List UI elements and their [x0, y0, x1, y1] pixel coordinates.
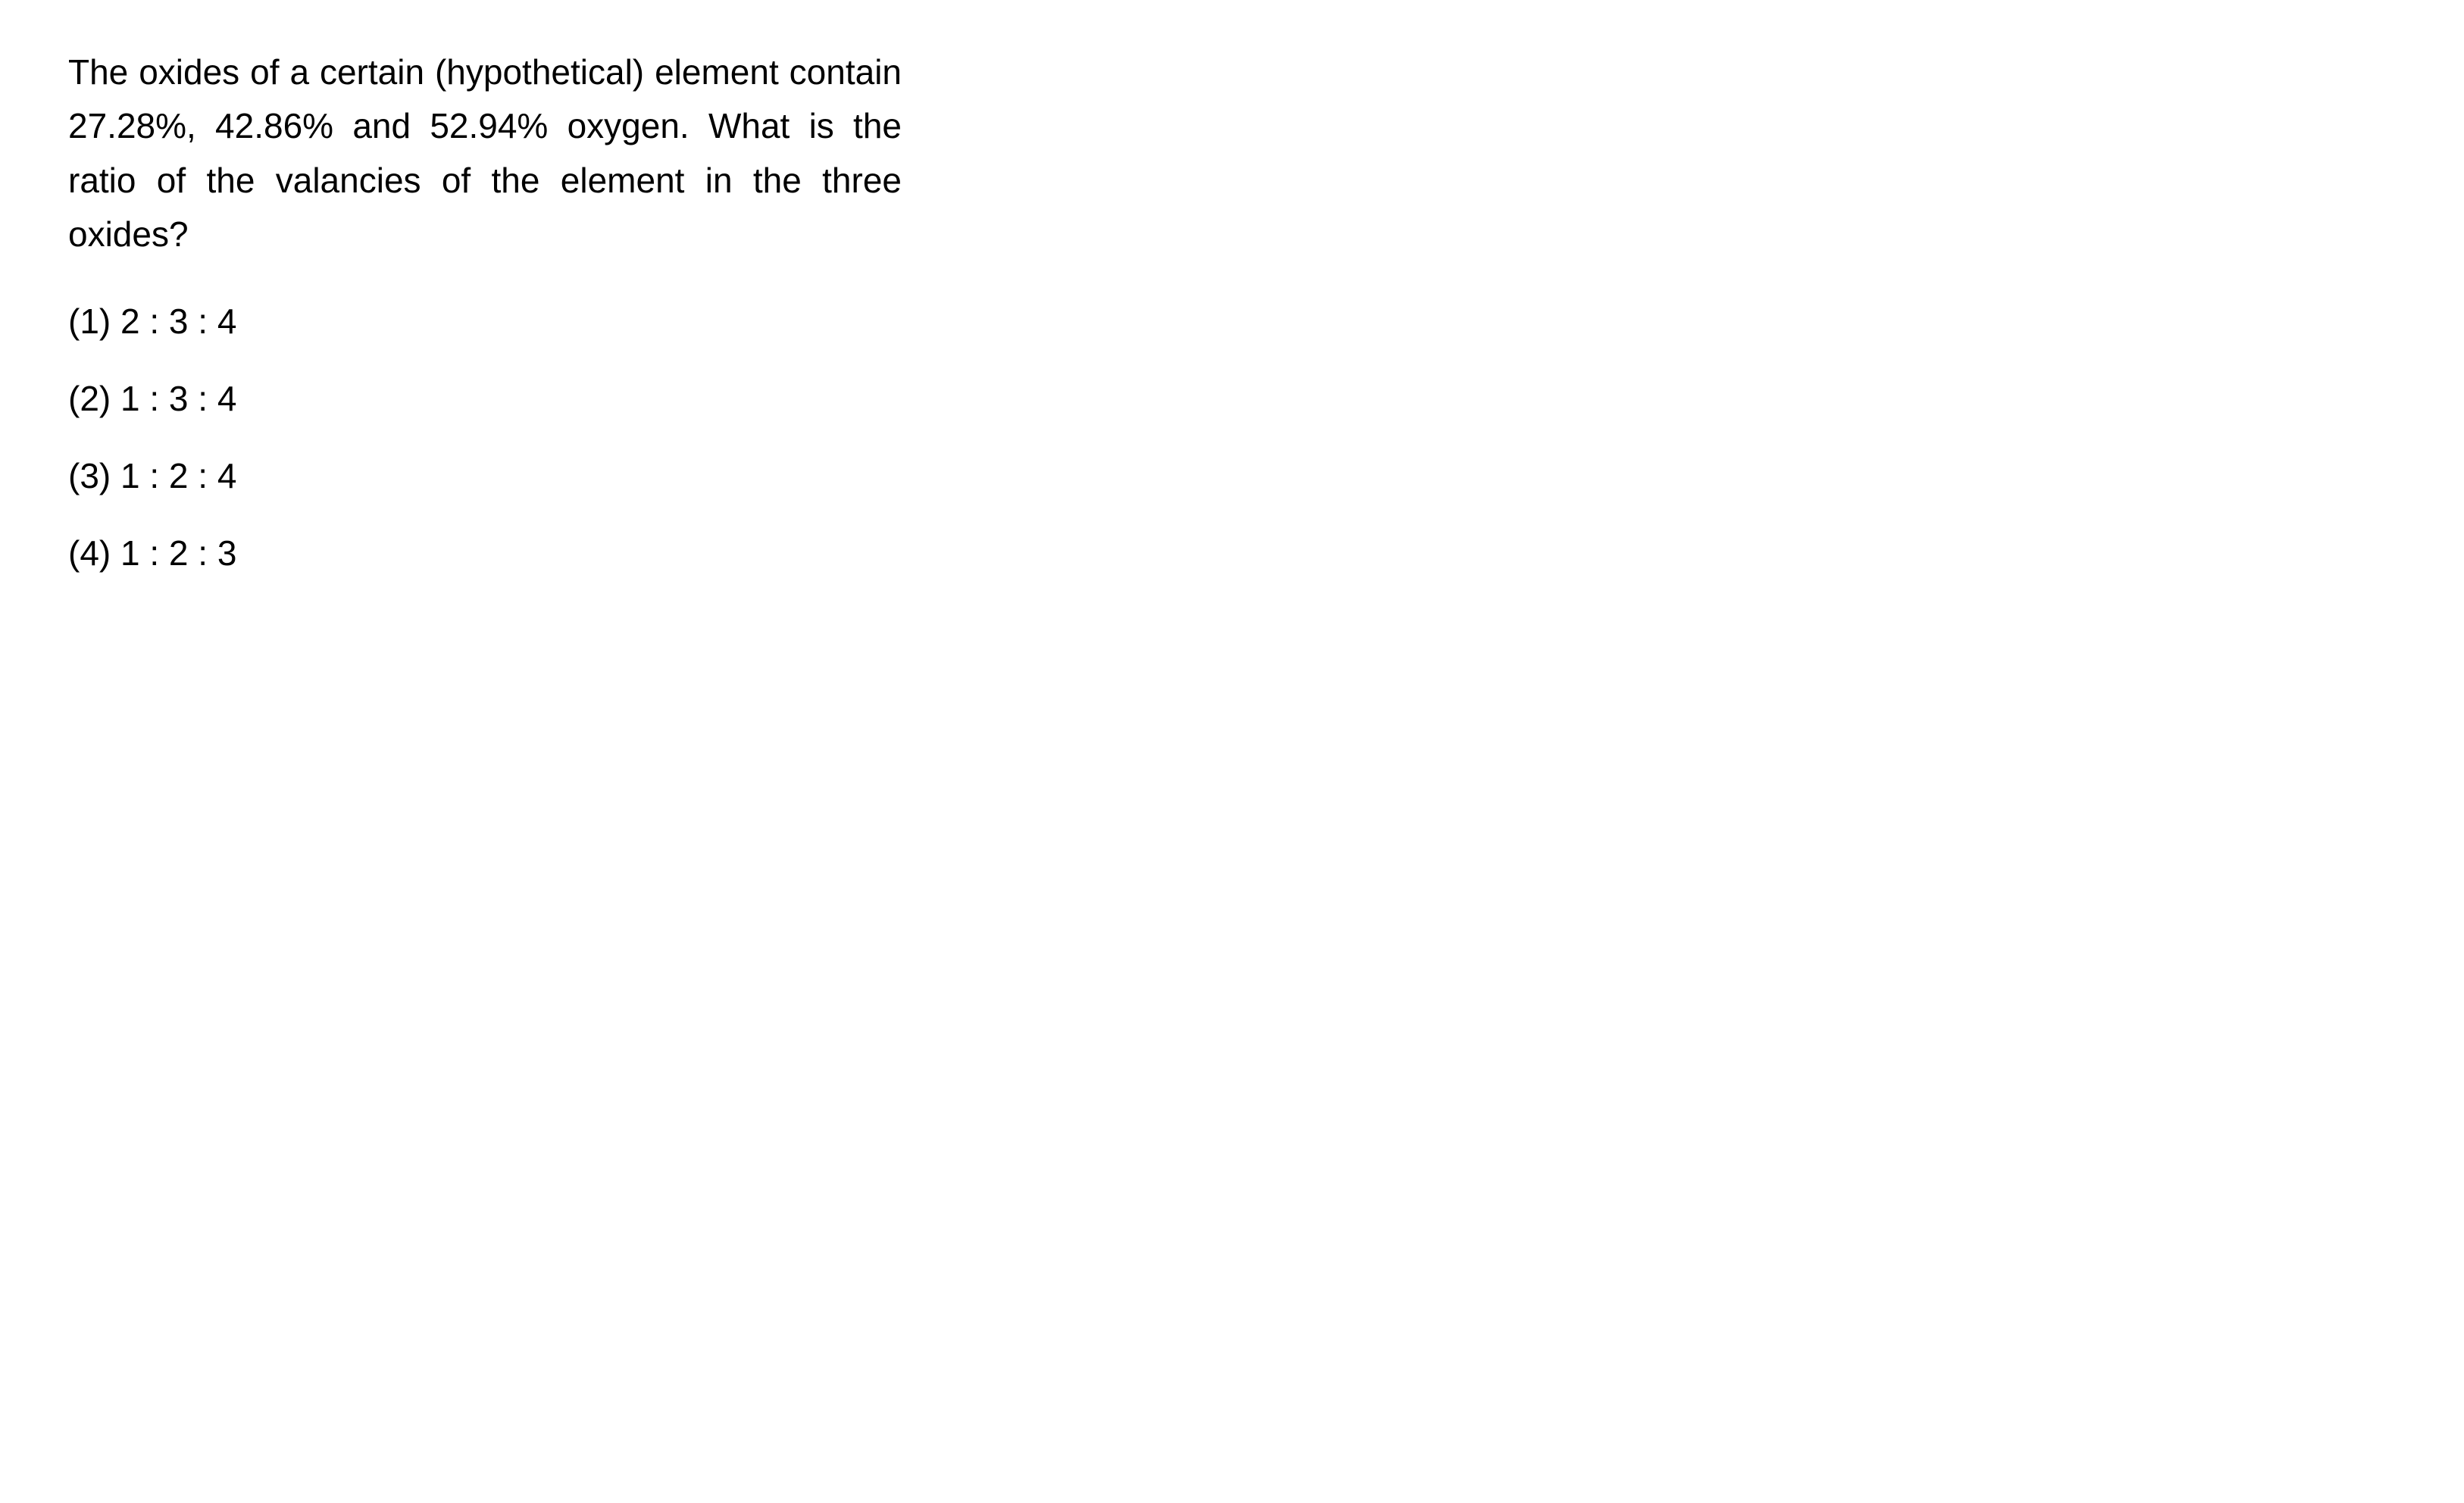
option-3[interactable]: (3) 1 : 2 : 4 [68, 454, 2396, 499]
option-4[interactable]: (4) 1 : 2 : 3 [68, 531, 2396, 577]
option-1[interactable]: (1) 2 : 3 : 4 [68, 299, 2396, 345]
options-list: (1) 2 : 3 : 4 (2) 1 : 3 : 4 (3) 1 : 2 : … [68, 299, 2396, 576]
option-2[interactable]: (2) 1 : 3 : 4 [68, 377, 2396, 422]
question-text: The oxides of a certain (hypothetical) e… [68, 45, 902, 261]
